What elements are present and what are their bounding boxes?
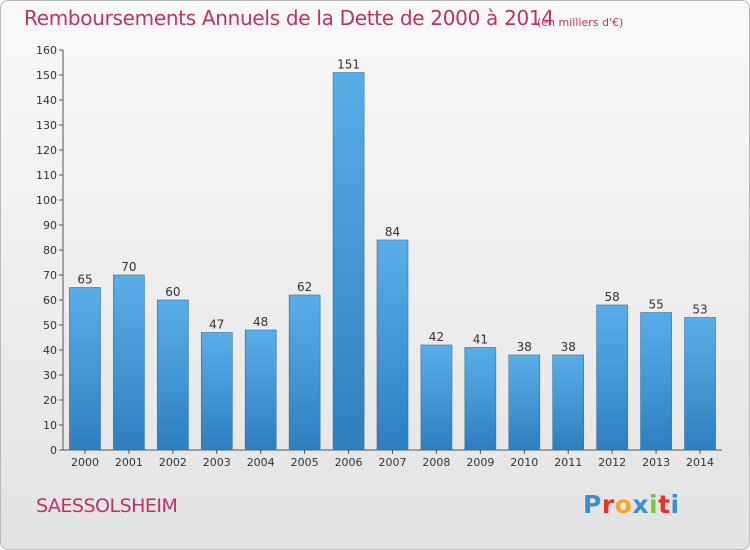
- y-tick-label: 60: [43, 294, 57, 307]
- y-tick-label: 20: [43, 394, 57, 407]
- y-tick-label: 10: [43, 419, 57, 432]
- logo-letter: i: [670, 490, 680, 519]
- logo-letter: o: [614, 490, 633, 519]
- x-tick-label: 2011: [554, 456, 582, 469]
- bar-value-label: 38: [561, 340, 576, 354]
- x-tick-label: 2014: [686, 456, 714, 469]
- y-tick-label: 30: [43, 369, 57, 382]
- x-tick-label: 2006: [335, 456, 363, 469]
- x-tick-label: 2002: [159, 456, 187, 469]
- chart-unit-note: (en milliers d'€): [537, 16, 624, 29]
- chart-title: Remboursements Annuels de la Dette de 20…: [24, 6, 554, 30]
- bar-value-label: 53: [692, 303, 707, 317]
- y-tick-label: 40: [43, 344, 57, 357]
- bar: [376, 239, 409, 451]
- y-tick-label: 150: [36, 69, 57, 82]
- bar: [596, 304, 628, 451]
- bar-value-label: 38: [517, 340, 532, 354]
- bar-value-label: 65: [77, 273, 92, 287]
- y-tick-label: 140: [36, 94, 57, 107]
- bar: [332, 72, 365, 451]
- x-tick-label: 2005: [291, 456, 319, 469]
- bar-value-label: 84: [385, 225, 400, 239]
- y-tick-label: 0: [50, 444, 57, 457]
- bar: [420, 344, 453, 451]
- bar-value-label: 47: [209, 318, 224, 332]
- bar-value-label: 48: [253, 315, 268, 329]
- logo-letter: t: [658, 490, 671, 519]
- bar-value-label: 58: [605, 290, 620, 304]
- x-tick-label: 2001: [115, 456, 143, 469]
- bar-value-label: 60: [165, 285, 180, 299]
- bar-value-label: 62: [297, 280, 312, 294]
- proxiti-logo: Proxiti: [583, 490, 680, 519]
- logo-letter: P: [583, 490, 602, 519]
- y-tick-label: 80: [43, 244, 57, 257]
- bar: [200, 332, 233, 451]
- x-tick-label: 2000: [71, 456, 99, 469]
- logo-letter: i: [649, 490, 659, 519]
- bar: [157, 299, 189, 451]
- commune-name: SAESSOLSHEIM: [36, 495, 178, 517]
- x-tick-label: 2003: [203, 456, 231, 469]
- x-tick-label: 2012: [598, 456, 626, 469]
- x-tick-label: 2007: [379, 456, 407, 469]
- bar: [464, 347, 497, 451]
- y-tick-label: 100: [36, 194, 57, 207]
- logo-letter: r: [601, 490, 615, 519]
- bar: [113, 274, 145, 451]
- bar-value-label: 41: [473, 333, 488, 347]
- x-tick-label: 2013: [642, 456, 670, 469]
- bar-value-label: 55: [648, 298, 663, 312]
- bar: [508, 354, 541, 451]
- bar-value-label: 70: [121, 260, 136, 274]
- bar: [684, 317, 716, 451]
- y-tick-label: 120: [36, 144, 57, 157]
- x-tick-label: 2010: [510, 456, 538, 469]
- x-tick-label: 2009: [466, 456, 494, 469]
- bar-value-label: 42: [429, 330, 444, 344]
- x-tick-label: 2008: [422, 456, 450, 469]
- y-tick-label: 90: [43, 219, 57, 232]
- bar: [69, 287, 101, 451]
- y-tick-label: 160: [36, 44, 57, 57]
- bar: [640, 312, 672, 451]
- bar: [288, 294, 321, 451]
- y-tick-label: 130: [36, 119, 57, 132]
- y-tick-label: 110: [36, 169, 57, 182]
- bar: [552, 354, 585, 451]
- y-tick-label: 70: [43, 269, 57, 282]
- x-tick-label: 2004: [247, 456, 275, 469]
- bar: [244, 329, 277, 451]
- y-tick-label: 50: [43, 319, 57, 332]
- logo-letter: x: [632, 490, 649, 519]
- bar-value-label: 151: [337, 58, 360, 72]
